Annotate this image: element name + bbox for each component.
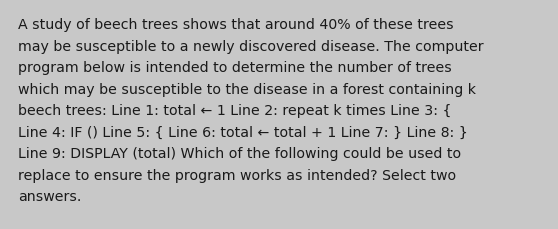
Text: Line 4: IF () Line 5: { Line 6: total ← total + 1 Line 7: } Line 8: }: Line 4: IF () Line 5: { Line 6: total ← …: [18, 125, 468, 139]
Text: may be susceptible to a newly discovered disease. The computer: may be susceptible to a newly discovered…: [18, 39, 484, 53]
Text: program below is intended to determine the number of trees: program below is intended to determine t…: [18, 61, 452, 75]
Text: answers.: answers.: [18, 189, 81, 203]
Text: Line 9: DISPLAY (total) Which of the following could be used to: Line 9: DISPLAY (total) Which of the fol…: [18, 146, 461, 160]
Text: replace to ensure the program works as intended? Select two: replace to ensure the program works as i…: [18, 168, 456, 182]
Text: A study of beech trees shows that around 40% of these trees: A study of beech trees shows that around…: [18, 18, 454, 32]
Text: which may be susceptible to the disease in a forest containing k: which may be susceptible to the disease …: [18, 82, 476, 96]
Text: beech trees: Line 1: total ← 1 Line 2: repeat k times Line 3: {: beech trees: Line 1: total ← 1 Line 2: r…: [18, 104, 451, 117]
